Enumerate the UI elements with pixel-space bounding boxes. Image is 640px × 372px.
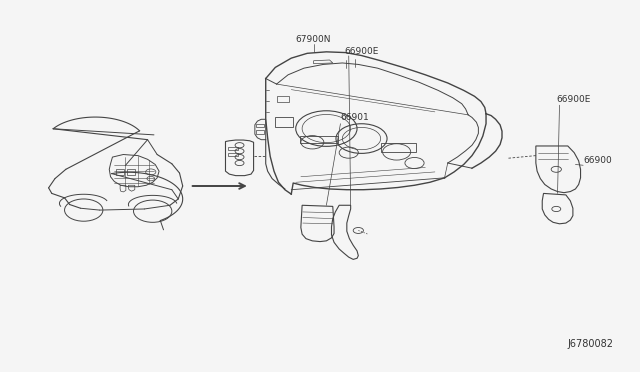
Text: 67900N: 67900N (296, 35, 332, 44)
Text: 66901: 66901 (340, 113, 369, 122)
Text: J6780082: J6780082 (568, 339, 614, 349)
Text: 66900: 66900 (583, 155, 612, 164)
Text: 66900E: 66900E (344, 46, 379, 55)
Text: 66900E: 66900E (556, 96, 591, 105)
